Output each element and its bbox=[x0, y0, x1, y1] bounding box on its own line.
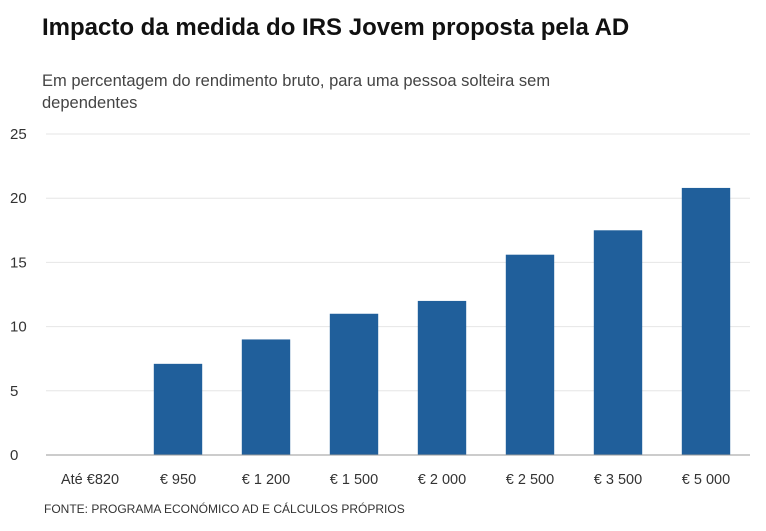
bar bbox=[153, 363, 203, 455]
bar bbox=[505, 254, 555, 455]
y-tick-label: 25 bbox=[10, 126, 27, 143]
chart-title: Impacto da medida do IRS Jovem proposta … bbox=[42, 14, 630, 41]
x-axis-ticks: Até €820 € 950 € 1 200 € 1 500 € 2 000 € 2 50… bbox=[61, 472, 730, 488]
x-tick-label: Até €820 bbox=[61, 472, 119, 488]
gridlines bbox=[46, 133, 750, 392]
bars bbox=[153, 187, 731, 456]
y-tick-label: 15 bbox=[10, 254, 27, 271]
y-tick-label: 0 bbox=[10, 447, 18, 464]
x-tick-label: € 5 000 bbox=[682, 472, 730, 488]
source-note: FONTE: PROGRAMA ECONÓMICO AD E CÁLCULOS … bbox=[44, 502, 405, 516]
y-tick-label: 10 bbox=[10, 319, 27, 336]
bar bbox=[329, 313, 379, 455]
x-tick-label: € 1 200 bbox=[242, 472, 290, 488]
x-tick-label: € 3 500 bbox=[594, 472, 642, 488]
x-tick-label: € 1 500 bbox=[330, 472, 378, 488]
chart-subtitle: Em percentagem do rendimento bruto, para… bbox=[42, 72, 551, 112]
bar bbox=[417, 300, 467, 455]
y-axis-ticks: 0 5 10 15 20 25 bbox=[10, 126, 27, 464]
x-tick-label: € 950 bbox=[160, 472, 196, 488]
x-tick-label: € 2 000 bbox=[418, 472, 466, 488]
bar bbox=[593, 230, 643, 455]
y-tick-label: 20 bbox=[10, 190, 27, 207]
bar-chart: 0 5 10 15 20 25 Até €820 € 950 € 1 200 € 1 500 € … bbox=[10, 126, 750, 488]
bar bbox=[241, 339, 291, 455]
y-tick-label: 5 bbox=[10, 383, 18, 400]
bar bbox=[681, 187, 731, 456]
x-tick-label: € 2 500 bbox=[506, 472, 554, 488]
